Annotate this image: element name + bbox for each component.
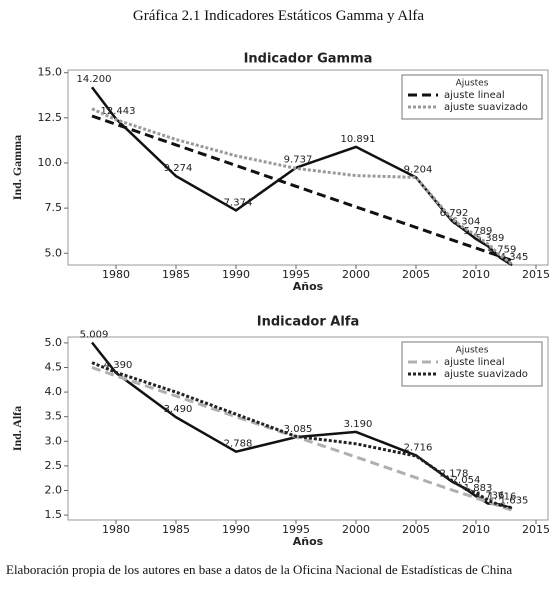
data-label: 14.200 — [77, 74, 112, 85]
legend-title: Ajustes — [456, 346, 489, 356]
series-line — [91, 107, 513, 266]
x-tick-label: 1985 — [162, 523, 190, 536]
x-tick-label: 1980 — [102, 268, 130, 281]
chart-title: Indicador Gamma — [244, 52, 373, 67]
y-axis-label: Ind. Alfa — [10, 406, 24, 451]
series-line — [91, 114, 513, 262]
plot-frame — [67, 69, 549, 266]
data-label: 5.789 — [464, 226, 493, 237]
x-tick-label: 1995 — [282, 268, 310, 281]
y-tick-label: 2.0 — [45, 483, 63, 496]
chart-title: Indicador Alfa — [257, 315, 359, 330]
x-tick-label: 2010 — [462, 523, 490, 536]
legend-label: ajuste lineal — [444, 90, 505, 101]
x-axis-label: Años — [293, 535, 324, 548]
data-label: 12.443 — [101, 106, 136, 117]
y-tick-label: 3.5 — [45, 410, 63, 423]
data-label: 2.716 — [404, 442, 433, 453]
legend-box — [401, 341, 543, 387]
data-label: 10.891 — [341, 134, 376, 145]
x-tick-label: 2000 — [342, 268, 370, 281]
data-label: 6.792 — [440, 208, 469, 219]
x-tick-label: 2005 — [402, 523, 430, 536]
series-line — [91, 341, 513, 510]
data-label: 2.178 — [440, 469, 469, 480]
figure-title: Gráfica 2.1 Indicadores Estáticos Gamma … — [132, 8, 425, 24]
data-label: 1.736 — [476, 490, 505, 501]
y-tick-label: 2.5 — [45, 459, 63, 472]
plot-frame — [67, 336, 549, 521]
y-tick-label: 5.0 — [45, 246, 63, 259]
y-axis-label: Ind. Gamma — [10, 135, 24, 200]
data-label: 5.009 — [80, 329, 109, 340]
data-label: 9.274 — [164, 163, 193, 174]
data-label: 3.490 — [164, 404, 193, 415]
x-tick-label: 2005 — [402, 268, 430, 281]
data-label: 1.716 — [488, 491, 517, 502]
data-label: 4.390 — [104, 360, 133, 371]
x-tick-label: 2015 — [522, 268, 550, 281]
series-line — [91, 86, 513, 267]
legend-label: ajuste suavizado — [444, 102, 528, 113]
x-tick-label: 1995 — [282, 523, 310, 536]
y-tick-label: 7.5 — [45, 201, 63, 214]
x-tick-label: 1985 — [162, 268, 190, 281]
x-tick-label: 1990 — [222, 523, 250, 536]
data-label: 3.190 — [344, 419, 373, 430]
y-tick-label: 4.5 — [45, 361, 63, 374]
data-label: 6.304 — [452, 217, 481, 228]
legend-label: ajuste lineal — [444, 357, 505, 368]
y-tick-label: 15.0 — [38, 66, 63, 79]
data-label: 2.054 — [452, 475, 481, 486]
data-label: 1.883 — [464, 483, 493, 494]
legend-title: Ajustes — [456, 79, 489, 89]
x-tick-label: 1980 — [102, 523, 130, 536]
data-label: 1.635 — [500, 495, 529, 506]
series-line — [91, 366, 513, 512]
data-label: 3.085 — [284, 424, 313, 435]
data-label: 4.345 — [500, 252, 529, 263]
x-tick-label: 2015 — [522, 523, 550, 536]
data-label: 5.389 — [476, 233, 505, 244]
y-tick-label: 10.0 — [38, 156, 63, 169]
source-note: Elaboración propia de los autores en bas… — [6, 562, 513, 577]
x-tick-label: 2010 — [462, 268, 490, 281]
data-label: 9.204 — [404, 164, 433, 175]
x-tick-label: 1990 — [222, 268, 250, 281]
y-tick-label: 5.0 — [45, 336, 63, 349]
y-tick-label: 4.0 — [45, 385, 63, 398]
y-tick-label: 3.0 — [45, 434, 63, 447]
data-label: 7.374 — [224, 197, 253, 208]
data-label: 2.788 — [224, 439, 253, 450]
legend-box — [401, 74, 543, 120]
y-tick-label: 1.5 — [45, 508, 63, 521]
x-tick-label: 2000 — [342, 523, 370, 536]
data-label: 9.737 — [284, 155, 313, 166]
data-label: 4.759 — [488, 245, 517, 256]
legend-label: ajuste suavizado — [444, 369, 528, 380]
x-axis-label: Años — [293, 280, 324, 293]
y-tick-label: 12.5 — [38, 111, 63, 124]
